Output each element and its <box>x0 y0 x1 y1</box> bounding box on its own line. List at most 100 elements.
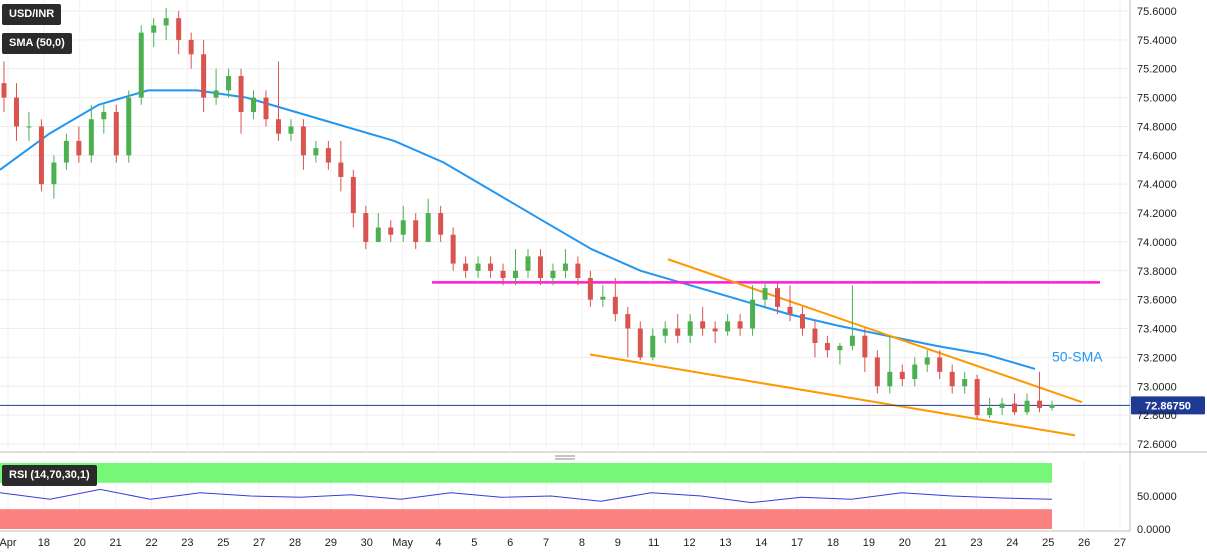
candle-body <box>550 270 556 279</box>
time-tick-label: 6 <box>507 537 513 549</box>
candle-body <box>288 126 294 134</box>
candle-body <box>999 403 1005 408</box>
candle-body <box>388 227 394 235</box>
candle-body <box>912 364 918 380</box>
candle-body <box>862 335 868 358</box>
price-tick-label: 75.4000 <box>1137 35 1177 47</box>
rsi-overbought-zone <box>0 463 1052 483</box>
rsi-tick-label: 0.0000 <box>1137 524 1171 536</box>
candle-body <box>675 328 681 336</box>
candle-body <box>513 270 519 279</box>
time-tick-label: 25 <box>1042 537 1054 549</box>
candle-body <box>26 126 32 128</box>
candle-body <box>824 342 830 351</box>
time-tick-label: 22 <box>145 537 157 549</box>
price-tick-label: 74.4000 <box>1137 179 1177 191</box>
current-price-tag <box>1131 396 1205 415</box>
candle-body <box>924 357 930 365</box>
candle-body <box>737 321 743 329</box>
time-tick-label: 17 <box>791 537 803 549</box>
candle-body <box>51 162 57 185</box>
candle-body <box>251 97 257 113</box>
rsi-line <box>0 488 1053 504</box>
candle-body <box>213 90 219 98</box>
candle-body <box>76 140 82 156</box>
candle-body <box>201 54 207 98</box>
time-tick-label: 29 <box>325 537 337 549</box>
candle-body <box>1 83 7 98</box>
candle-body <box>13 97 19 127</box>
time-tick-label: 28 <box>289 537 301 549</box>
candle-body <box>500 270 506 279</box>
candle-body <box>176 18 182 40</box>
candle-body <box>837 345 843 351</box>
candle-body <box>587 278 593 300</box>
time-tick-label: 23 <box>181 537 193 549</box>
candle-body <box>313 148 319 156</box>
time-tick-label: 25 <box>217 537 229 549</box>
sma-50-line <box>0 89 1036 370</box>
time-tick-label: 30 <box>361 537 373 549</box>
candle-body <box>812 328 818 343</box>
candle-body <box>238 75 244 113</box>
candle-body <box>537 256 543 279</box>
rsi-oversold-zone <box>0 509 1052 529</box>
price-tick-label: 73.0000 <box>1137 381 1177 393</box>
candle-body <box>962 379 968 387</box>
price-tick-label: 74.0000 <box>1137 237 1177 249</box>
candle-body <box>687 321 693 336</box>
price-tick-label: 74.2000 <box>1137 208 1177 220</box>
candle-body <box>325 148 331 163</box>
candle-body <box>637 328 643 358</box>
candle-body <box>600 296 606 300</box>
time-tick-label: 27 <box>1114 537 1126 549</box>
candle-body <box>375 227 381 242</box>
sma-indicator-label[interactable]: SMA (50,0) <box>2 33 72 54</box>
candle-body <box>700 321 706 329</box>
time-tick-label: 13 <box>719 537 731 549</box>
candle-body <box>400 220 406 235</box>
rsi-tick-label: 50.0000 <box>1137 491 1177 503</box>
candle-body <box>38 126 44 185</box>
time-tick-label: 14 <box>755 537 767 549</box>
time-tick-label: 20 <box>74 537 86 549</box>
price-tick-label: 73.4000 <box>1137 324 1177 336</box>
candle-body <box>413 220 419 242</box>
candle-body <box>662 328 668 336</box>
candle-body <box>363 213 369 242</box>
candle-body <box>338 162 344 177</box>
candle-body <box>775 288 781 307</box>
price-tick-label: 73.2000 <box>1137 352 1177 364</box>
candle-body <box>438 213 444 235</box>
candle-body <box>88 119 94 156</box>
candle-body <box>113 112 119 156</box>
candle-body <box>874 357 880 387</box>
candle-body <box>525 256 531 271</box>
time-tick-label: 12 <box>683 537 695 549</box>
candle-body <box>350 176 356 214</box>
rsi-indicator-label[interactable]: RSI (14,70,30,1) <box>2 465 97 486</box>
time-tick-label: 18 <box>827 537 839 549</box>
time-tick-label: 7 <box>543 537 549 549</box>
candle-body <box>138 32 144 98</box>
main-pane-bg <box>0 0 1130 452</box>
time-tick-label: 5 <box>471 537 477 549</box>
time-tick-label: 8 <box>579 537 585 549</box>
symbol-label[interactable]: USD/INR <box>2 4 62 25</box>
candle-body <box>974 379 980 416</box>
candle-body <box>1037 400 1043 408</box>
time-tick-label: 9 <box>615 537 621 549</box>
candle-body <box>450 234 456 264</box>
candle-body <box>625 314 631 329</box>
price-tick-label: 75.2000 <box>1137 64 1177 76</box>
candle-body <box>475 263 481 271</box>
candle-body <box>937 357 943 372</box>
candle-body <box>488 263 494 271</box>
time-tick-label: 27 <box>253 537 265 549</box>
time-tick-label: 4 <box>435 537 441 549</box>
candle-body <box>1024 400 1030 413</box>
price-tick-label: 75.0000 <box>1137 93 1177 105</box>
candle-body <box>300 126 306 156</box>
